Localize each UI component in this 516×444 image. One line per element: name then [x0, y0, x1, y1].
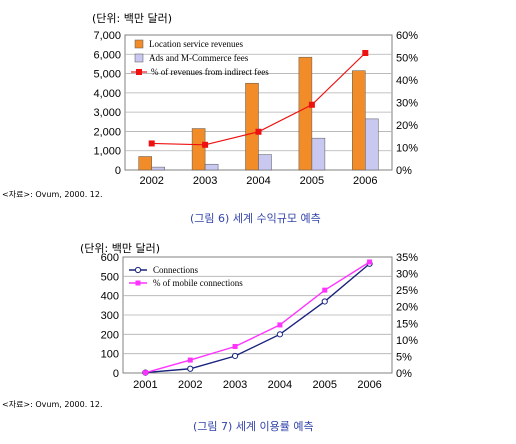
- chart2-y2-tick-label: 10%: [396, 335, 418, 347]
- chart2-caption: (그림 7) 세계 이용률 예측: [193, 420, 314, 433]
- chart1-y2-tick-label: 10%: [396, 143, 418, 155]
- chart1-unit-label: (단위: 백만 달러): [92, 12, 173, 25]
- chart1-plot-area: [124, 34, 393, 171]
- chart1-x-tick-label: 2005: [300, 175, 324, 187]
- chart2-y-tick-label: 500: [101, 271, 119, 283]
- chart2-legend-marker: [135, 280, 141, 286]
- chart1-y-tick-label: 5,000: [93, 69, 121, 81]
- chart1-caption: (그림 6) 세계 수익규모 예측: [190, 212, 321, 225]
- chart2-legend-marker: [134, 266, 142, 274]
- chart1-bar-location: [245, 82, 259, 171]
- chart2-point-mobile-pct: [277, 322, 283, 328]
- chart1-bar-ads: [365, 118, 379, 171]
- chart2-point-connections: [187, 365, 194, 372]
- chart1-legend-marker: [136, 69, 142, 75]
- chart2-unit-label: (단위: 백만 달러): [80, 242, 161, 255]
- chart1-x-tick-label: 2004: [246, 175, 270, 187]
- chart1-line-point: [255, 128, 262, 135]
- chart1-bar-location: [352, 70, 366, 171]
- chart2-legend-label: Connections: [153, 265, 198, 275]
- chart2-y-tick-label: 200: [101, 329, 119, 341]
- chart2-plot-area: [122, 256, 393, 374]
- chart2-point-connections: [231, 352, 239, 360]
- chart1-y2-tick-label: 0%: [396, 165, 412, 177]
- chart1-y2-tick-label: 60%: [396, 30, 418, 42]
- chart2-line-mobile-pct: [145, 261, 370, 374]
- chart2-y-tick-label: 300: [101, 310, 119, 322]
- chart2-x-tick-label: 2003: [223, 379, 247, 391]
- chart2-legend-label: % of mobile connections: [153, 278, 243, 288]
- chart1-y2-tick-label: 50%: [396, 53, 418, 65]
- chart2-point-mobile-pct: [367, 259, 373, 265]
- chart1-x-tick-label: 2002: [139, 175, 163, 187]
- chart2-x-tick-label: 2005: [313, 379, 337, 391]
- chart1-line-point: [308, 101, 315, 108]
- chart1-line-point: [148, 140, 155, 147]
- chart2-y2-tick-label: 35%: [396, 252, 418, 264]
- chart2-x-tick-label: 2004: [268, 379, 292, 391]
- chart1-legend-swatch: [134, 53, 144, 63]
- chart1-y2-tick-label: 30%: [396, 98, 418, 110]
- chart2-x-tick-label: 2002: [178, 379, 202, 391]
- chart2-point-mobile-pct: [232, 343, 238, 349]
- chart1-bar-location: [298, 56, 313, 171]
- chart1-y2-tick-label: 40%: [396, 75, 418, 87]
- chart2-y2-tick-label: 25%: [396, 285, 418, 297]
- chart1-y-tick-label: 1,000: [93, 146, 121, 158]
- chart1-y-tick-label: 0: [115, 165, 121, 177]
- chart1-legend-label: Ads and M-Commerce fees: [149, 53, 249, 63]
- chart1-legend-swatch: [134, 39, 144, 49]
- chart2-point-mobile-pct: [142, 370, 148, 376]
- chart2-x-tick-label: 2001: [133, 379, 157, 391]
- chart1-y2-tick-label: 20%: [396, 120, 418, 132]
- chart1-bar-ads: [204, 163, 219, 171]
- chart1-y-tick-label: 7,000: [93, 30, 121, 42]
- chart1-y-tick-label: 2,000: [93, 126, 121, 138]
- chart1-source: <자료>: Ovum, 2000. 12.: [2, 190, 103, 199]
- chart1-bar-location: [138, 156, 152, 171]
- chart1-line-indirect-fees: [151, 52, 366, 146]
- chart2-y2-tick-label: 5%: [396, 351, 412, 363]
- chart1-legend-label: % of revenues from indirect fees: [151, 67, 269, 77]
- chart1-y-tick-label: 6,000: [93, 49, 121, 61]
- chart2-y-tick-label: 100: [101, 349, 119, 361]
- chart2-x-tick-label: 2006: [357, 379, 381, 391]
- chart2-point-connections: [276, 331, 284, 338]
- chart1-bar-ads: [311, 137, 326, 171]
- chart2-point-connections: [142, 369, 149, 376]
- chart1-bar-ads: [151, 166, 165, 171]
- chart2-y2-tick-label: 20%: [396, 302, 418, 314]
- chart1-legend-label: Location service revenues: [149, 39, 243, 49]
- chart1-y-tick-label: 3,000: [93, 107, 121, 119]
- chart1-y-tick-label: 4,000: [93, 88, 121, 100]
- chart2-y-tick-label: 400: [101, 291, 119, 303]
- chart2-point-connections: [321, 298, 328, 305]
- chart1-x-tick-label: 2003: [193, 175, 217, 187]
- chart2-point-connections: [366, 260, 373, 267]
- chart2-line-connections: [145, 263, 371, 374]
- chart1-x-tick-label: 2006: [353, 175, 377, 187]
- chart2-y2-tick-label: 0%: [396, 368, 412, 380]
- chart2-y-tick-label: 0: [113, 368, 119, 380]
- chart2-source: <자료>: Ovum, 2000. 12.: [2, 400, 103, 409]
- chart1-bar-location: [191, 128, 206, 171]
- chart2-point-mobile-pct: [322, 287, 328, 293]
- chart2-y2-tick-label: 30%: [396, 269, 418, 281]
- chart1-line-point: [362, 50, 369, 56]
- chart1-line-point: [202, 141, 209, 148]
- chart2-point-mobile-pct: [187, 357, 193, 363]
- chart2-y2-tick-label: 15%: [396, 318, 418, 330]
- chart1-bar-ads: [258, 154, 272, 171]
